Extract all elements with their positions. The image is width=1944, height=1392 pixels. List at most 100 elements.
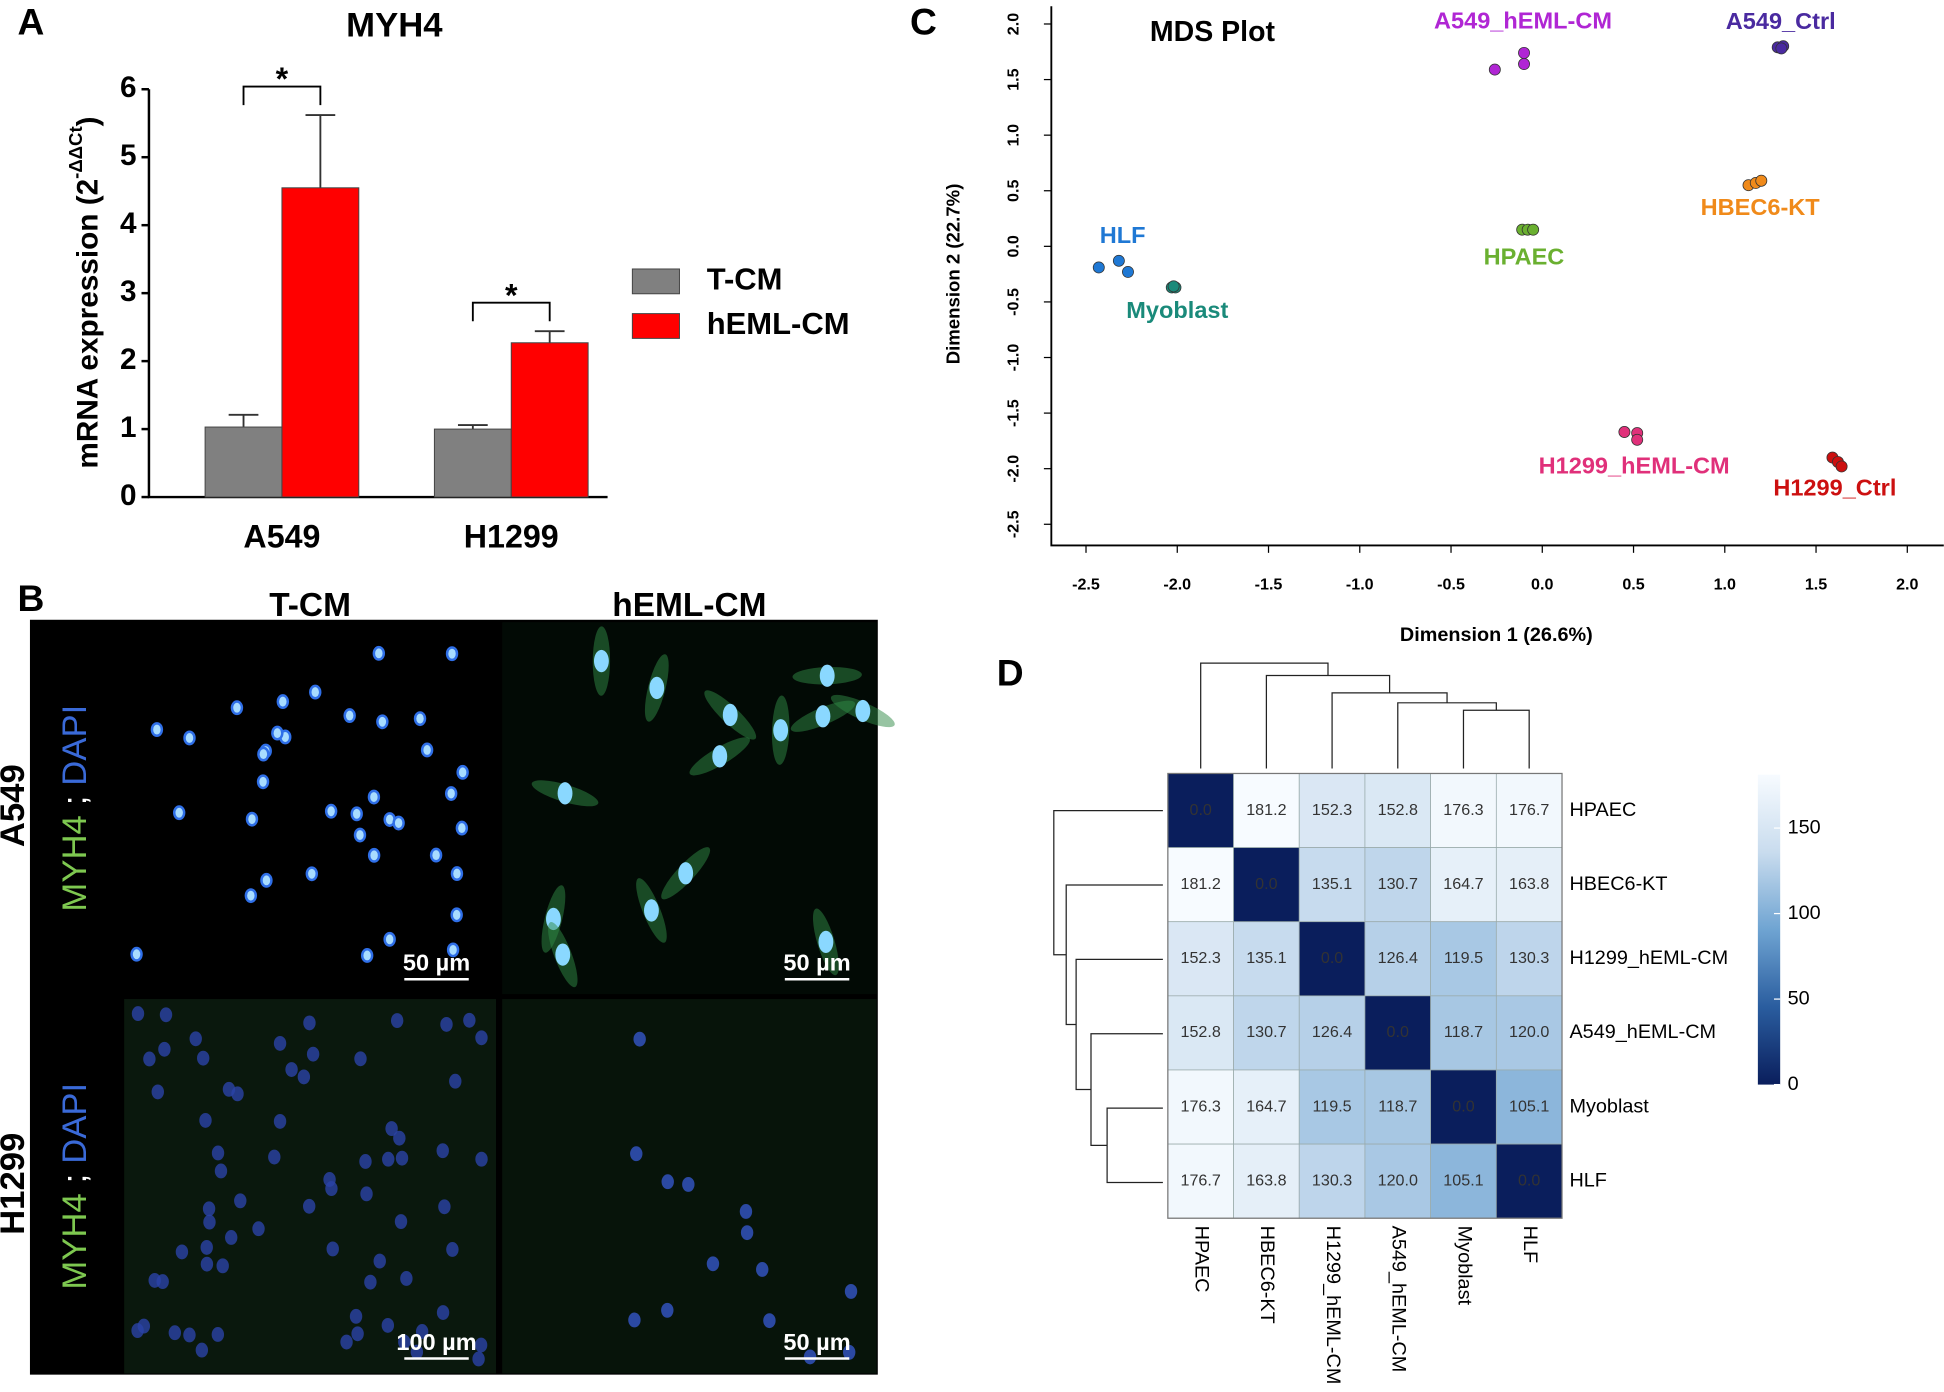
nucleus (200, 1239, 213, 1255)
heatmap-cell (1364, 1069, 1432, 1145)
cell-label: 163.8 (1246, 1171, 1286, 1189)
nucleus-core (363, 950, 371, 961)
x-tick-label: 2.0 (1896, 575, 1918, 593)
cell-label: 120.0 (1509, 1023, 1549, 1041)
y-tick-label: 0.5 (1004, 180, 1022, 202)
significance-label: * (505, 277, 518, 313)
legend-label: hEML-CM (707, 306, 850, 341)
point (1527, 223, 1540, 236)
point-label: HLF (1100, 222, 1146, 248)
nucleus (158, 1041, 171, 1057)
heatmap-cell (1167, 773, 1234, 848)
heatmap-cell (1233, 773, 1300, 848)
nucleus-core (175, 807, 183, 818)
nucleus-core (378, 716, 387, 727)
x-tick-label: -2.0 (1163, 575, 1191, 593)
point (1518, 46, 1530, 59)
cell-label: 118.7 (1378, 1097, 1417, 1115)
point-label: A549_hEML-CM (1434, 8, 1612, 34)
nucleus-core (458, 767, 467, 778)
nucleus (678, 862, 694, 885)
x-axis-label: Dimension 1 (26.6%) (1400, 624, 1593, 646)
nucleus (393, 1130, 406, 1146)
nucleus (843, 1344, 856, 1360)
nucleus-core (449, 944, 457, 955)
heatmap-cell (1298, 1143, 1366, 1219)
bar (433, 428, 512, 498)
cell-label: 120.0 (1378, 1171, 1418, 1189)
x-tick-label: -0.5 (1437, 575, 1465, 593)
scale-bar-label: 50 µm (783, 1329, 850, 1355)
stain-label: MYH4; DAPI (56, 705, 94, 912)
nucleus (385, 1121, 398, 1137)
row-label: H1299_hEML-CM (1569, 947, 1728, 969)
row-header: A549 (0, 764, 32, 847)
nucleus (410, 1344, 424, 1360)
heatmap-cell (1495, 921, 1563, 997)
y-tick-label: 1 (120, 411, 137, 444)
nucleus (415, 1324, 429, 1339)
stain-name: MYH4 (56, 815, 94, 911)
panel-label: B (18, 577, 45, 619)
point-label: HBEC6-KT (1701, 194, 1821, 220)
nucleus (446, 1242, 459, 1257)
x-tick-label: 0.5 (1622, 575, 1644, 593)
nucleus (349, 1308, 363, 1324)
stain-name: MYH4 (56, 1193, 94, 1289)
heatmap-cell (1167, 1143, 1234, 1219)
column-label: HPAEC (1190, 1226, 1212, 1293)
column-label: H1299_hEML-CM (1322, 1226, 1344, 1385)
nucleus (189, 1031, 202, 1047)
heatmap-cell (1233, 1069, 1300, 1145)
row-label: HPAEC (1569, 799, 1636, 821)
nucleus (211, 1327, 225, 1342)
nucleus-core (327, 806, 335, 817)
heatmap-cell (1430, 1069, 1497, 1145)
stain-name: DAPI (56, 705, 94, 786)
nucleus (398, 1334, 411, 1350)
cell-label: 0.0 (1387, 1023, 1409, 1041)
y-tick-label: -2.0 (1004, 455, 1022, 483)
nucleus-core (447, 788, 455, 799)
nucleus (303, 1198, 316, 1214)
cell-label: 152.8 (1181, 1023, 1221, 1041)
nucleus (234, 1193, 247, 1209)
nucleus (382, 1151, 395, 1167)
nucleus (661, 1302, 674, 1318)
nucleus (773, 719, 789, 742)
cell-label: 152.8 (1378, 801, 1418, 819)
y-tick-label: 0.0 (1004, 235, 1022, 257)
nucleus-core (308, 868, 316, 879)
point (1618, 426, 1631, 438)
micrograph (124, 622, 497, 995)
nucleus (354, 1051, 367, 1067)
cell-label: 152.3 (1312, 801, 1352, 819)
nucleus-core (453, 868, 461, 879)
x-tick-label: 1.0 (1714, 575, 1736, 593)
column-label: HBEC6-KT (1256, 1226, 1278, 1324)
row-label: Myoblast (1569, 1095, 1649, 1117)
nucleus (360, 1186, 373, 1202)
y-tick-label: 1.0 (1004, 124, 1022, 146)
point (1518, 58, 1530, 70)
y-axis-label-superscript: -ΔΔCt (65, 126, 86, 178)
nucleus-core (385, 814, 394, 825)
chart-title: MYH4 (346, 6, 443, 44)
nucleus (395, 1150, 409, 1166)
x-tick-label: A549 (243, 519, 320, 555)
nucleus (183, 1327, 196, 1343)
nucleus (682, 1176, 695, 1192)
nucleus-core (259, 776, 267, 787)
nucleus (633, 1031, 646, 1047)
bar (204, 426, 283, 498)
panel-label: C (910, 1, 937, 43)
heatmap-cell (1430, 847, 1497, 923)
nucleus (211, 1145, 225, 1161)
column-header: hEML-CM (612, 587, 766, 624)
cell-label: 130.7 (1246, 1023, 1286, 1041)
nucleus (143, 1051, 156, 1067)
heatmap-cell (1167, 995, 1234, 1071)
nucleus (722, 703, 738, 727)
nucleus-core (452, 909, 461, 920)
